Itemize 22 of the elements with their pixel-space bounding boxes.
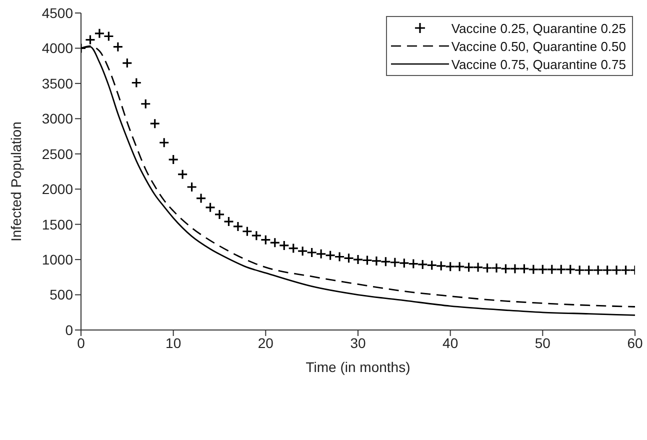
y-tick-label: 3000 [42,110,74,127]
x-tick-label: 60 [627,334,643,351]
x-tick-label: 30 [350,334,366,351]
legend-label: Vaccine 0.50, Quarantine 0.50 [451,38,626,54]
y-tick-label: 2000 [42,181,74,198]
y-tick-label: 1000 [42,252,74,268]
x-tick-label: 20 [258,334,274,351]
y-tick-label: 4000 [42,40,74,56]
x-axis-title: Time (in months) [306,359,410,375]
legend-label: Vaccine 0.25, Quarantine 0.25 [451,20,626,36]
y-axis-title: Infected Population [8,122,24,242]
x-tick-label: 0 [77,334,86,351]
y-tick-label: 4500 [42,4,74,21]
y-tick-label: 0 [65,322,74,338]
y-tick-label: 1500 [42,216,74,232]
x-tick-label: 40 [442,334,458,351]
x-tick-label: 10 [166,334,182,351]
x-tick-label: 50 [534,334,551,351]
y-tick-label: 500 [50,286,74,303]
y-tick-label: 2500 [42,146,74,162]
y-tick-label: 3500 [42,75,74,92]
legend-label: Vaccine 0.75, Quarantine 0.75 [451,56,626,72]
